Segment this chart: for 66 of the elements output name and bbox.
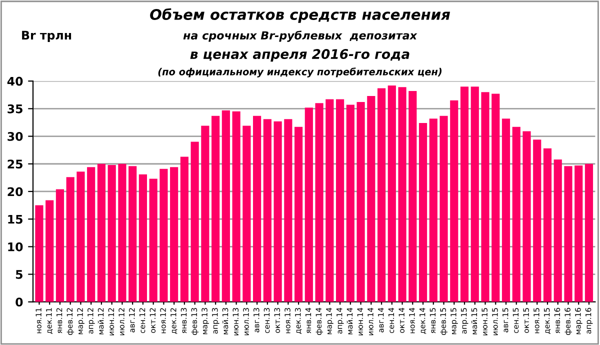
bar — [284, 119, 292, 302]
bar — [388, 85, 396, 302]
bar — [253, 116, 262, 302]
bar — [108, 164, 116, 302]
y-tick-label: 30 — [8, 132, 23, 141]
y-tick-label: 20 — [8, 187, 23, 196]
bar — [232, 111, 240, 302]
bar — [481, 92, 490, 302]
bar — [160, 168, 168, 302]
bar — [242, 126, 251, 302]
bar — [97, 164, 106, 302]
bar — [46, 200, 54, 302]
bar — [304, 108, 313, 302]
bar — [76, 172, 85, 302]
bar — [470, 86, 479, 302]
bar — [512, 126, 520, 302]
y-tick-label: 5 — [16, 270, 22, 279]
y-tick-label: 10 — [8, 242, 23, 252]
bar — [128, 166, 137, 302]
bar — [356, 102, 365, 302]
bar — [502, 118, 510, 302]
bar — [554, 159, 562, 302]
y-tick-label: 40 — [7, 76, 23, 86]
bar — [367, 96, 376, 302]
bar — [584, 164, 594, 302]
bar — [492, 94, 500, 302]
bar — [398, 87, 406, 302]
bar — [336, 99, 344, 302]
bar — [149, 178, 158, 302]
bar — [66, 177, 74, 302]
bar — [222, 110, 230, 302]
bar — [87, 167, 96, 302]
bar — [35, 205, 44, 302]
bar — [263, 119, 272, 302]
bar — [56, 189, 64, 302]
bar — [460, 86, 469, 302]
bar — [429, 118, 438, 302]
bar — [408, 91, 417, 302]
bar — [118, 164, 126, 302]
bar — [201, 126, 210, 302]
y-tick-label: 35 — [8, 104, 22, 114]
chart-subtitle: на срочных Br-рублевых депозитах в ценах апреля 2016-го года (по официальному индексу потребительских цен) — [158, 30, 442, 78]
bar — [450, 100, 458, 302]
y-tick-label: 25 — [8, 160, 22, 169]
bar — [440, 116, 448, 302]
y-axis-title: Br трлн — [22, 30, 72, 42]
bar — [170, 167, 178, 302]
bar — [543, 148, 552, 302]
bar — [574, 166, 583, 302]
bar — [377, 88, 386, 302]
bar — [294, 126, 303, 302]
bar — [564, 166, 572, 302]
bar — [346, 104, 354, 302]
bar — [212, 116, 220, 302]
bar — [274, 121, 282, 302]
chart-title: Объем остатков средств населения — [150, 8, 450, 23]
y-tick-label: 15 — [8, 214, 22, 224]
bar — [138, 174, 147, 302]
bar — [418, 123, 428, 302]
bar — [190, 142, 199, 302]
bar — [180, 156, 188, 302]
bar — [326, 99, 334, 302]
bar — [522, 131, 531, 302]
y-tick-label: 0 — [16, 298, 23, 307]
bar — [315, 103, 324, 302]
bar — [533, 140, 542, 302]
